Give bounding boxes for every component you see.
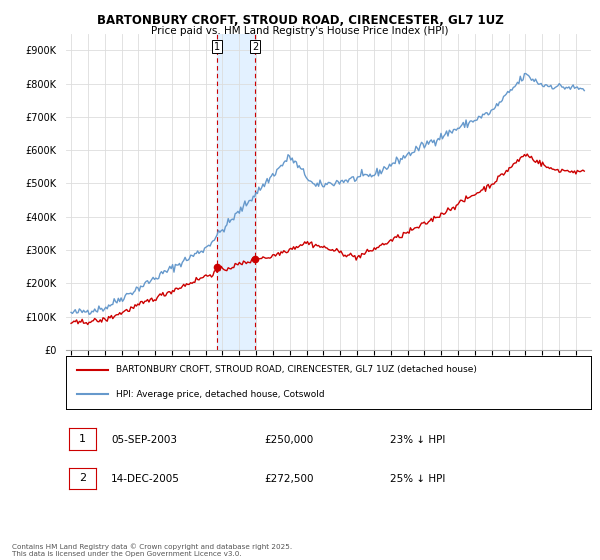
Text: £272,500: £272,500: [264, 474, 314, 484]
Text: Price paid vs. HM Land Registry's House Price Index (HPI): Price paid vs. HM Land Registry's House …: [151, 26, 449, 36]
Bar: [217, 34, 256, 350]
Text: BARTONBURY CROFT, STROUD ROAD, CIRENCESTER, GL7 1UZ: BARTONBURY CROFT, STROUD ROAD, CIRENCEST…: [97, 14, 503, 27]
Text: 25% ↓ HPI: 25% ↓ HPI: [390, 474, 445, 484]
Text: 1: 1: [214, 41, 220, 52]
Text: 1: 1: [79, 434, 86, 444]
Text: 23% ↓ HPI: 23% ↓ HPI: [390, 435, 445, 445]
Text: BARTONBURY CROFT, STROUD ROAD, CIRENCESTER, GL7 1UZ (detached house): BARTONBURY CROFT, STROUD ROAD, CIRENCEST…: [116, 366, 477, 375]
Text: 05-SEP-2003: 05-SEP-2003: [111, 435, 177, 445]
Text: 14-DEC-2005: 14-DEC-2005: [111, 474, 180, 484]
Text: Contains HM Land Registry data © Crown copyright and database right 2025.
This d: Contains HM Land Registry data © Crown c…: [12, 544, 292, 557]
Text: 2: 2: [252, 41, 259, 52]
Text: £250,000: £250,000: [264, 435, 313, 445]
Text: 2: 2: [79, 473, 86, 483]
Text: HPI: Average price, detached house, Cotswold: HPI: Average price, detached house, Cots…: [116, 390, 325, 399]
